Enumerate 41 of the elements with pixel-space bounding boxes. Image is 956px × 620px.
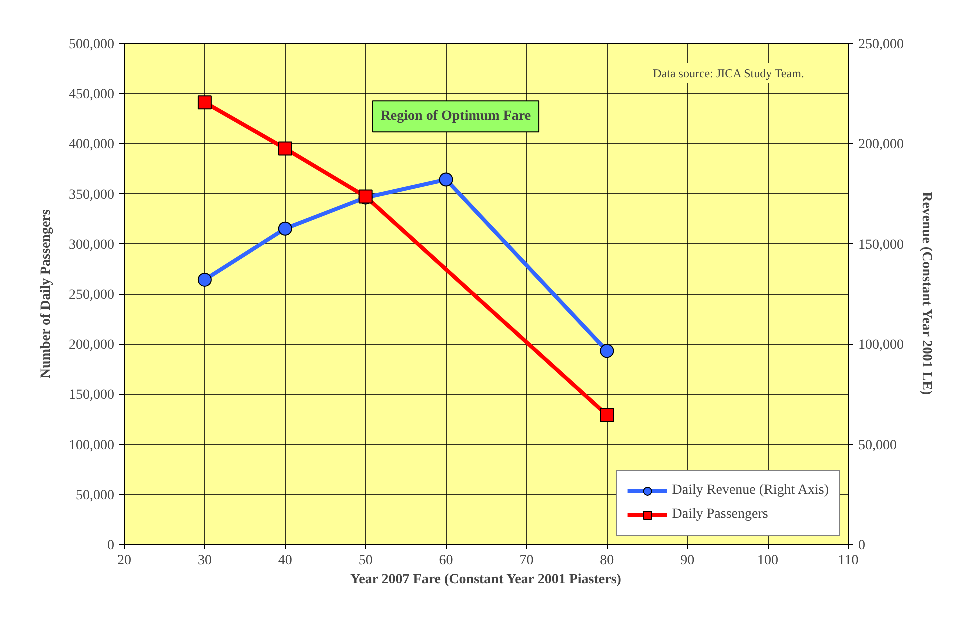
x-tick-label: 80: [600, 554, 614, 568]
y2-tick-label: 200,000: [858, 138, 904, 153]
y2-tick-label: 0: [858, 538, 866, 554]
y-tick-label: 350,000: [69, 188, 114, 203]
x-tick-label: 20: [118, 554, 132, 568]
y-tick-label: 0: [108, 538, 114, 554]
point: [198, 96, 212, 110]
x-tick-label: 90: [680, 554, 695, 568]
y-tick-label: 100,000: [69, 438, 114, 454]
point: [198, 272, 212, 287]
point: [278, 222, 292, 236]
point: [600, 408, 614, 422]
x-tick-label: 100: [758, 554, 779, 568]
y-tick-label: 400,000: [69, 138, 114, 153]
annotation: Region of Optimum Fare: [380, 109, 532, 124]
annotation: Data source: JICA Study Team.: [653, 66, 804, 81]
y2-tick-label: 150,000: [858, 238, 904, 253]
point: [600, 344, 614, 358]
y-tick-label: 150,000: [69, 388, 114, 404]
y-axis-title: Number of Daily Passengers: [39, 209, 54, 379]
y-tick-label: 50,000: [76, 488, 114, 504]
y-tick-label: 450,000: [69, 88, 114, 103]
x-tick-label: 60: [439, 554, 454, 568]
y2-tick-label: 250,000: [858, 38, 904, 52]
y2-axis-title: Revenue (Constant Year 2001 LE): [919, 192, 934, 396]
x-tick-label: 40: [278, 554, 292, 568]
x-axis-title: Year 2007 Fare (Constant Year 2001 Piasters): [350, 572, 622, 588]
y-tick-label: 250,000: [69, 288, 114, 303]
y2-tick-label: 100,000: [858, 338, 904, 354]
y2-tick-label: 50,000: [858, 438, 897, 454]
x-tick-label: 50: [358, 554, 373, 568]
x-tick-label: 70: [520, 554, 534, 568]
legend-label: Daily Passengers: [672, 507, 768, 523]
point: [278, 142, 292, 156]
y-tick-label: 300,000: [69, 238, 114, 253]
point: [439, 172, 454, 187]
legend-label: Daily Revenue (Right Axis): [672, 483, 829, 499]
x-tick-label: 110: [838, 554, 859, 568]
y-tick-label: 500,000: [69, 38, 114, 52]
y-tick-label: 200,000: [69, 338, 114, 354]
x-tick-label: 30: [198, 554, 212, 568]
